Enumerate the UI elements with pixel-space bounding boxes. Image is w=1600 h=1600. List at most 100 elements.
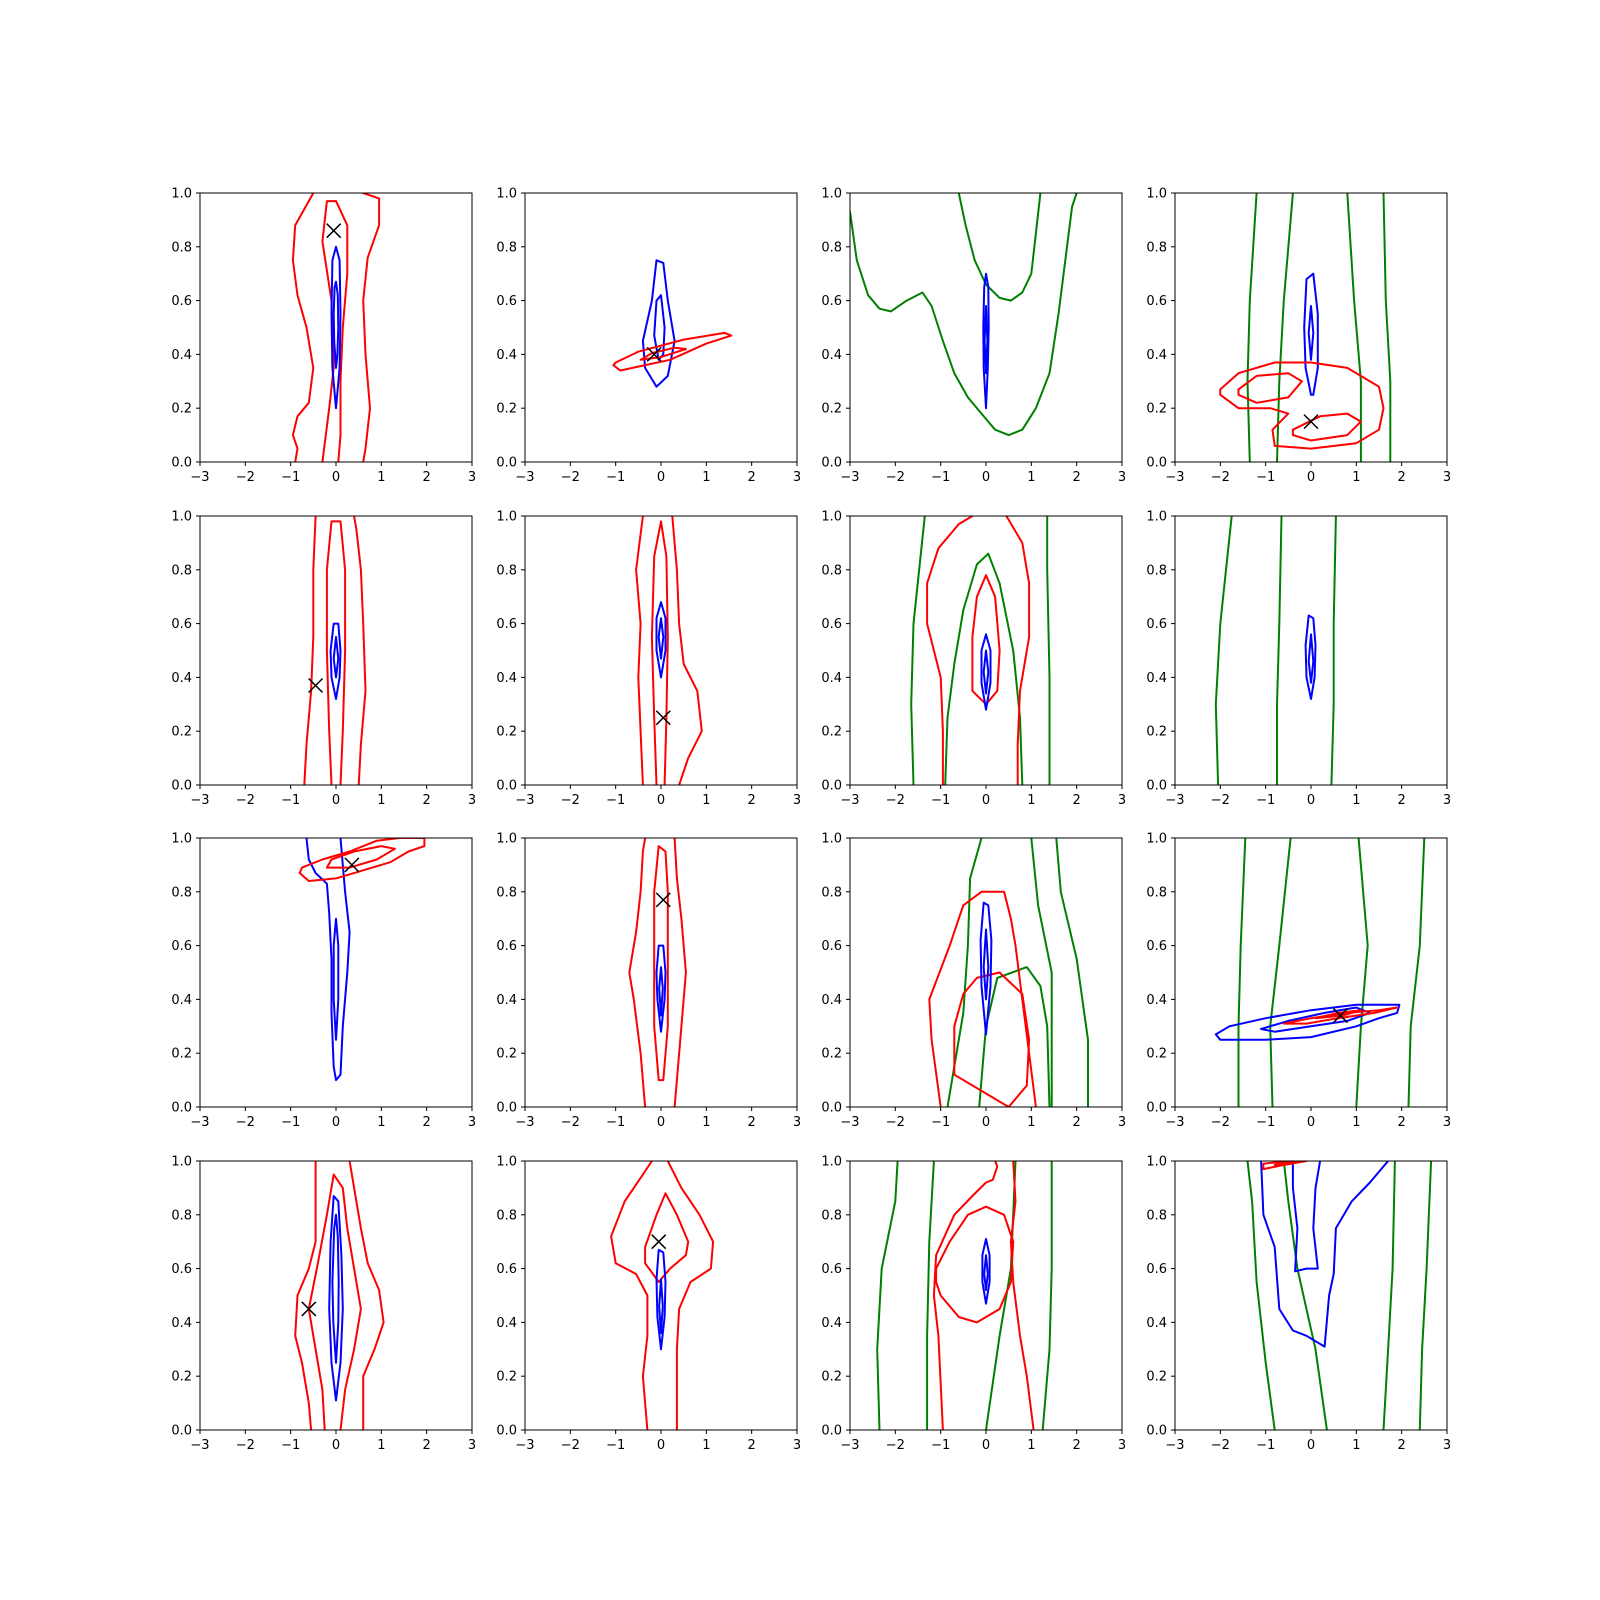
y-tick-label: 0.8 <box>1146 1208 1167 1223</box>
x-tick-label: −3 <box>840 1438 859 1453</box>
x-tick-label: 3 <box>793 470 801 485</box>
x-tick-label: 0 <box>982 1438 990 1453</box>
red-contour-line <box>635 516 644 785</box>
green-contour-line <box>1282 1161 1328 1430</box>
green-contour-line <box>1276 516 1283 785</box>
x-tick-label: 2 <box>1073 1438 1081 1453</box>
y-tick-label: 0.0 <box>171 1101 192 1116</box>
x-tick-label: 0 <box>657 470 665 485</box>
green-contour-line <box>1246 1161 1276 1430</box>
y-tick-label: 0.4 <box>821 348 842 363</box>
y-tick-label: 0.0 <box>171 456 192 471</box>
x-tick-label: 3 <box>468 793 476 808</box>
x-marker <box>655 710 671 726</box>
x-tick-label: 1 <box>377 1438 385 1453</box>
x-marker-stroke <box>1332 1008 1348 1024</box>
x-marker-stroke <box>301 1301 317 1317</box>
blue-contour-line <box>983 305 989 375</box>
y-tick-label: 0.8 <box>171 1208 192 1223</box>
green-contour-line <box>850 193 1078 437</box>
blue-contour-line <box>655 601 667 679</box>
x-tick-label: −1 <box>281 1438 300 1453</box>
red-contour-line <box>1237 372 1303 404</box>
contour-group <box>1214 516 1337 785</box>
y-tick-label: 1.0 <box>171 832 192 847</box>
green-contour-line <box>1055 838 1089 1107</box>
y-tick-label: 0.0 <box>496 1424 517 1439</box>
x-tick-label: 2 <box>748 470 756 485</box>
red-contour-line <box>671 516 703 785</box>
x-tick-label: −3 <box>840 1115 859 1130</box>
x-tick-label: −2 <box>886 470 905 485</box>
x-tick-label: 3 <box>1443 1438 1451 1453</box>
subplot-12: −3 −2 −1 0 1 2 3 0.0 0.2 0.4 0.6 0.8 1.0 <box>1146 832 1451 1131</box>
blue-contour-line <box>1303 272 1319 396</box>
contour-group <box>635 516 703 785</box>
blue-contour-line <box>1307 633 1315 684</box>
y-tick-label: 0.8 <box>496 1208 517 1223</box>
y-tick-label: 1.0 <box>1146 187 1167 202</box>
contour-group <box>628 838 687 1107</box>
y-tick-label: 0.8 <box>171 885 192 900</box>
y-tick-label: 0.0 <box>1146 1424 1167 1439</box>
x-tick-label: −1 <box>606 1115 625 1130</box>
y-tick-label: 0.2 <box>496 1370 517 1385</box>
red-contour-line <box>1262 1161 1308 1171</box>
y-tick-label: 0.0 <box>171 1424 192 1439</box>
x-tick-label: 2 <box>423 1438 431 1453</box>
green-contour-line <box>1330 516 1337 785</box>
x-tick-label: −1 <box>1256 793 1275 808</box>
red-contour-line <box>362 193 381 462</box>
red-contour-line <box>612 331 733 372</box>
red-contour-line <box>650 520 669 785</box>
x-tick-label: −2 <box>561 470 580 485</box>
axes-frame <box>1174 837 1448 1108</box>
y-tick-label: 0.4 <box>496 1316 517 1331</box>
axes-frame <box>1174 515 1448 786</box>
axes-frame <box>199 1160 473 1431</box>
blue-contour-line <box>658 1278 664 1335</box>
x-tick-label: −1 <box>281 793 300 808</box>
red-contour-line <box>1273 1161 1299 1166</box>
x-tick-label: 0 <box>332 1115 340 1130</box>
blue-contour-line <box>655 944 667 1033</box>
x-tick-label: 3 <box>793 1438 801 1453</box>
x-tick-label: −1 <box>606 1438 625 1453</box>
x-tick-label: 0 <box>657 1115 665 1130</box>
x-tick-label: 2 <box>1073 793 1081 808</box>
y-tick-label: 1.0 <box>496 832 517 847</box>
y-tick-label: 0.6 <box>171 617 192 632</box>
subplot-7: −3 −2 −1 0 1 2 3 0.0 0.2 0.4 0.6 0.8 1.0 <box>821 510 1126 809</box>
x-tick-label: −3 <box>515 1115 534 1130</box>
red-contour-line <box>321 200 349 462</box>
x-tick-label: 1 <box>377 793 385 808</box>
blue-contour-line <box>658 966 664 1017</box>
y-tick-label: 0.4 <box>1146 348 1167 363</box>
subplot-15: −3 −2 −1 0 1 2 3 0.0 0.2 0.4 0.6 0.8 1.0 <box>821 1155 1126 1454</box>
x-tick-label: −1 <box>931 793 950 808</box>
y-tick-label: 0.0 <box>171 779 192 794</box>
x-tick-label: −2 <box>236 470 255 485</box>
subplot-14: −3 −2 −1 0 1 2 3 0.0 0.2 0.4 0.6 0.8 1.0 <box>496 1155 801 1454</box>
y-tick-label: 0.4 <box>496 993 517 1008</box>
x-tick-label: 2 <box>1398 470 1406 485</box>
subplot-3: −3 −2 −1 0 1 2 3 0.0 0.2 0.4 0.6 0.8 1.0 <box>821 187 1126 486</box>
y-tick-label: 0.2 <box>821 402 842 417</box>
green-contour-line <box>1246 193 1258 462</box>
y-tick-label: 0.8 <box>1146 563 1167 578</box>
red-contour-line <box>298 838 426 882</box>
y-tick-label: 1.0 <box>496 510 517 525</box>
blue-contour-line <box>305 838 351 1082</box>
x-marker <box>655 892 671 908</box>
red-contour-line <box>1005 516 1031 785</box>
red-contour-line <box>610 1161 653 1430</box>
x-tick-label: −3 <box>1165 793 1184 808</box>
green-contour-line <box>985 1161 1017 1430</box>
x-tick-label: −3 <box>190 470 209 485</box>
x-marker-stroke <box>655 710 671 726</box>
contour-group <box>1219 193 1392 462</box>
blue-contour-line <box>332 917 340 1041</box>
y-tick-label: 0.6 <box>1146 617 1167 632</box>
y-tick-label: 0.6 <box>496 294 517 309</box>
red-contour-line <box>644 1192 690 1283</box>
